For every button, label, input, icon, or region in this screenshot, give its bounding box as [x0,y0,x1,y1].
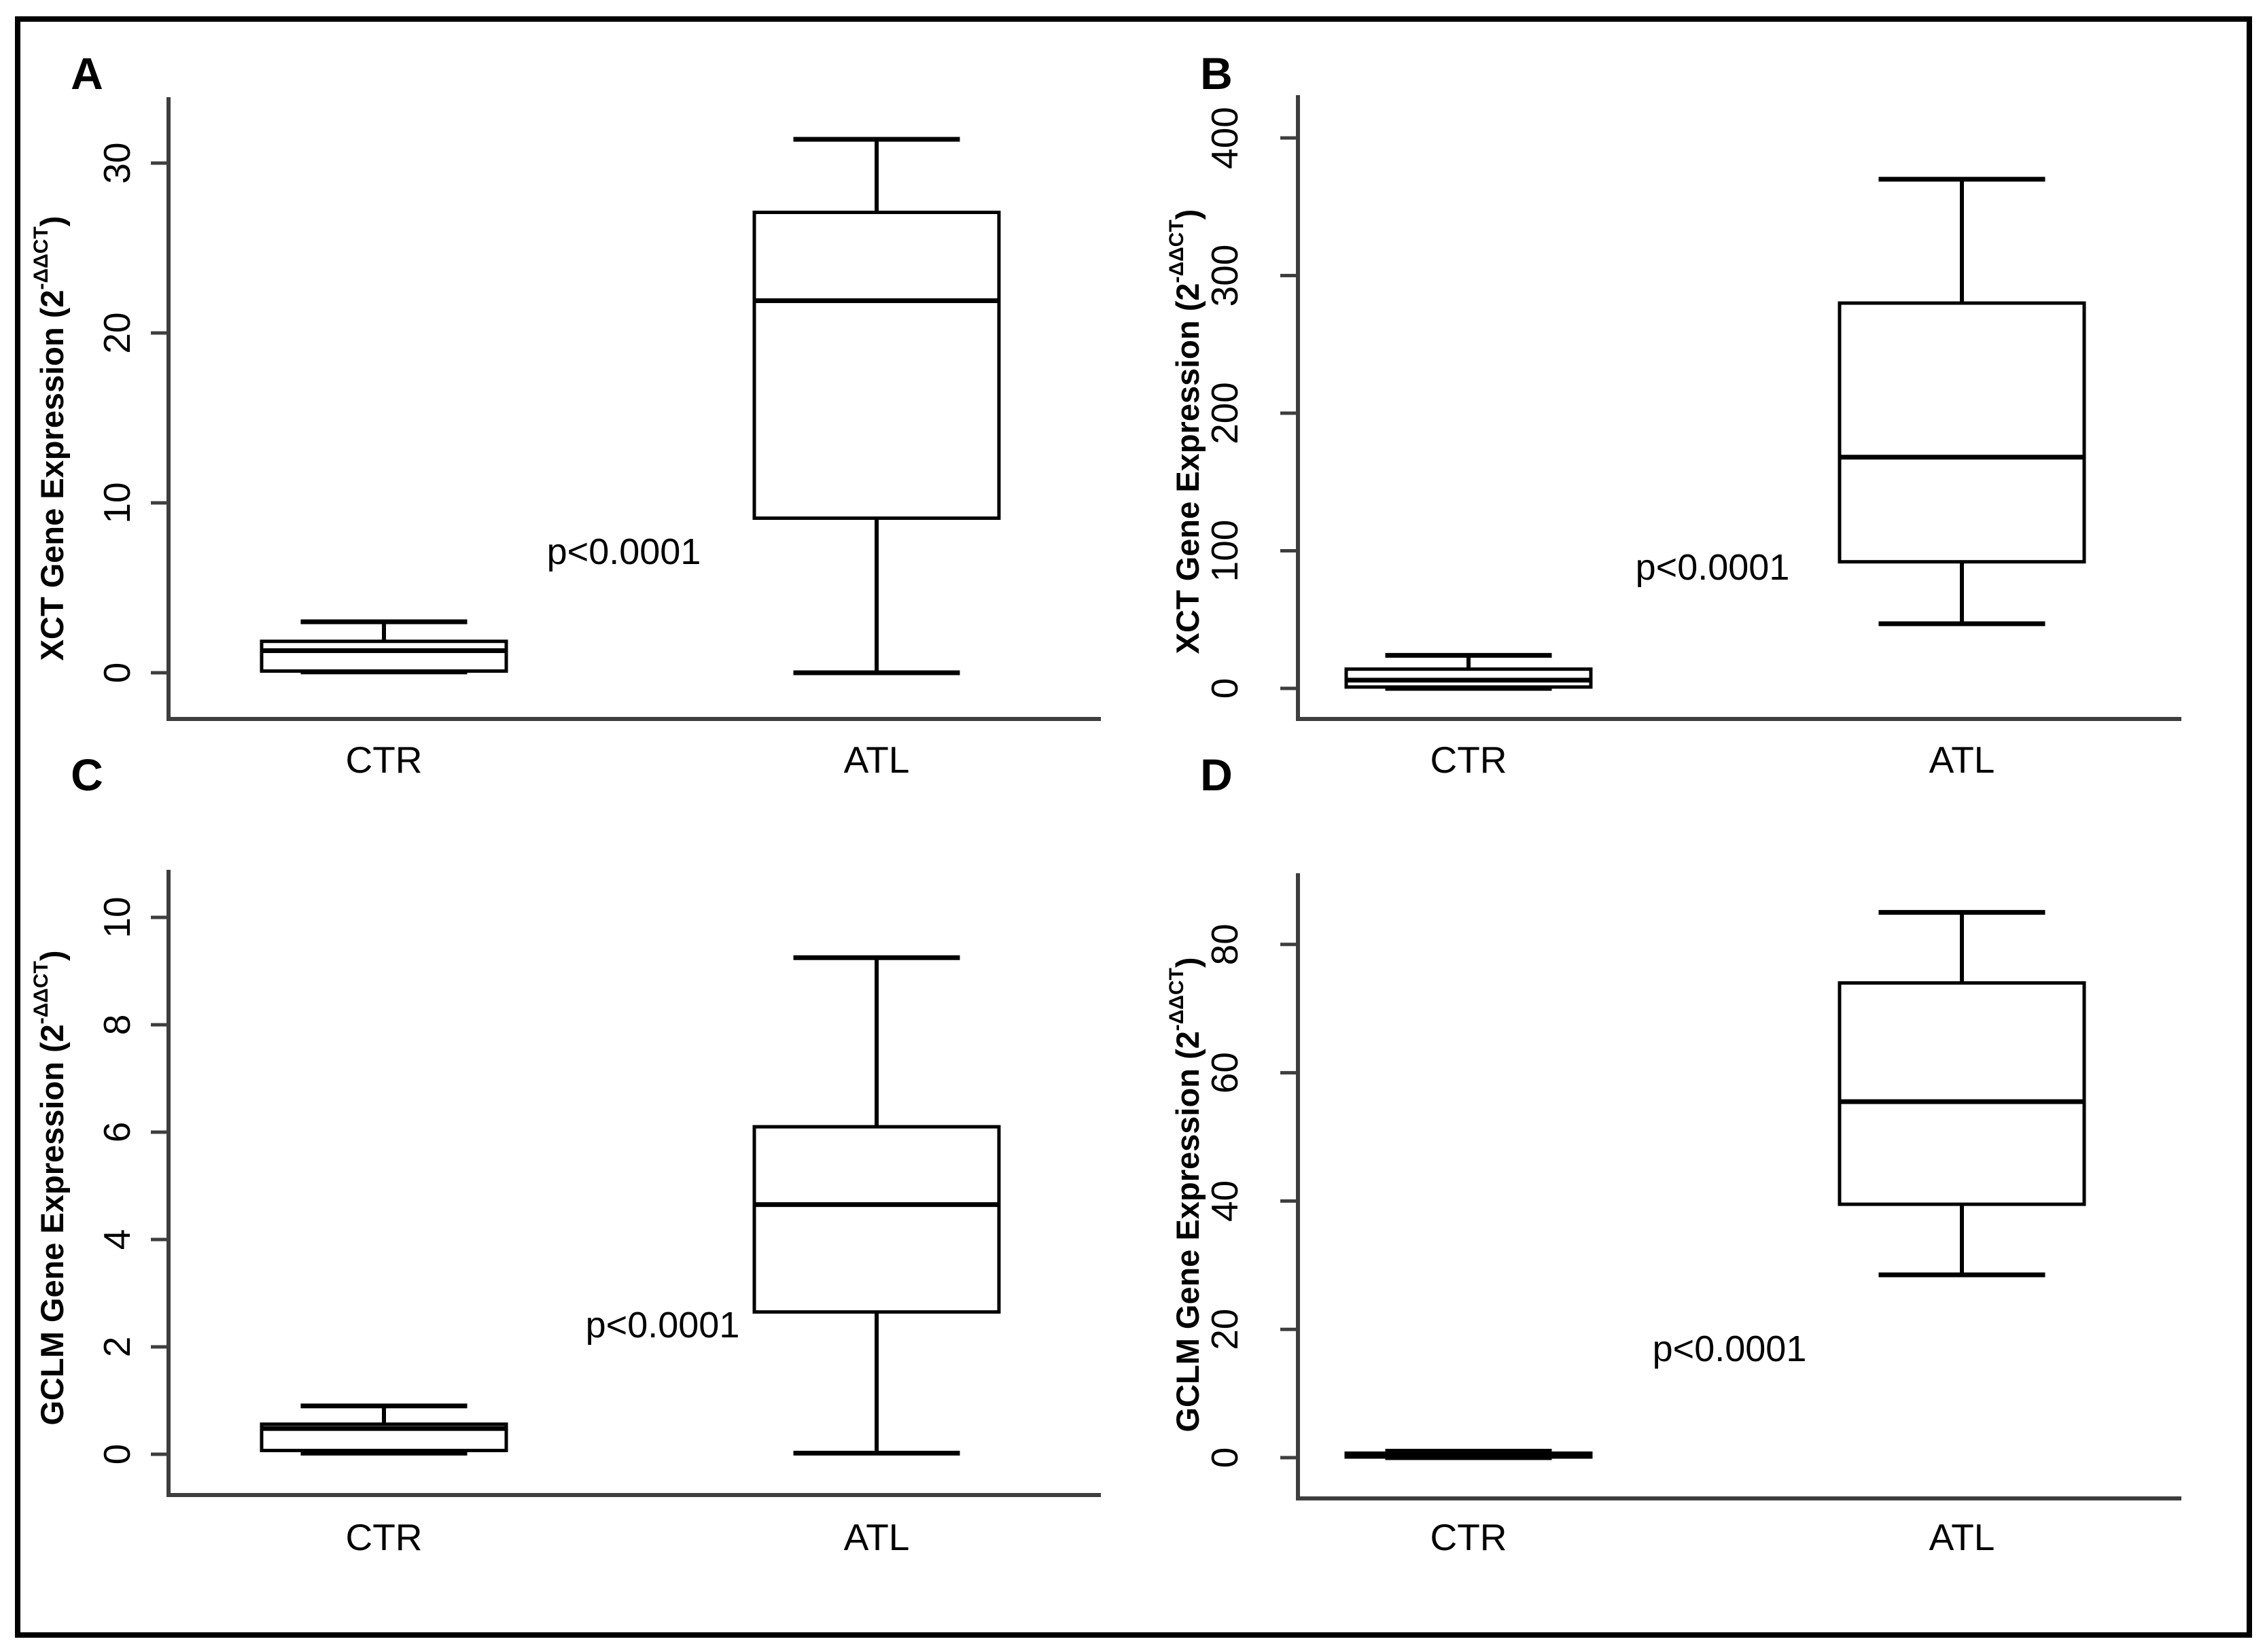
panel-letter: B [1200,48,1233,99]
y-axis-title-close: ) [1170,209,1206,220]
iqr-box [260,639,508,673]
y-axis-title-superscript: -ΔΔCT [30,226,52,289]
y-tick-label: 0 [1203,1447,1246,1469]
boxplot-atl [1838,910,2086,1278]
p-value-label: p<0.0001 [1636,547,1790,588]
y-tick-label: 80 [1203,924,1246,965]
y-tick-label: 10 [96,896,138,938]
y-axis-title-close: ) [34,950,70,961]
boxplot-atl [1838,177,2086,627]
boxplot-ctr [260,619,508,675]
y-axis-title: GCLM Gene Expression (2-ΔΔCT) [1165,957,1206,1432]
p-value-label: p<0.0001 [547,531,701,572]
iqr-box [752,211,1001,520]
iqr-box [1838,981,2086,1206]
y-tick-label: 0 [96,1444,138,1465]
y-axis-title-main: XCT Gene Expression (2 [34,289,70,661]
x-category-label: CTR [345,739,422,781]
boxplot-ctr [260,1403,508,1456]
y-axis-title: XCT Gene Expression (2-ΔΔCT) [1165,209,1206,654]
x-category-label: ATL [844,739,910,781]
y-tick-label: 30 [96,142,138,183]
y-axis-title-main: GCLM Gene Expression (2 [1170,1031,1206,1432]
panel-a: A 0 10 20 30 XCT Gene Expression (2-ΔΔCT) CTR A… [30,48,1101,781]
y-tick-label: 20 [1203,1309,1246,1350]
y-axis-title-superscript: -ΔΔCT [1165,219,1188,283]
x-category-label: ATL [1929,739,1995,781]
panel-letter: A [71,48,103,99]
y-tick-label: 100 [1203,520,1246,582]
y-tick-label: 4 [96,1229,138,1250]
y-tick-label: 60 [1203,1052,1246,1093]
panel-b: B 0 100 200 300 400 XCT Gene Expression (2-ΔΔC… [1165,48,2181,781]
y-axis-title-close: ) [1170,957,1206,968]
boxplot-atl [752,137,1001,675]
panel-c: C 0 2 4 6 8 10 GCLM Gene Expression (2-ΔΔCT) CTR… [30,750,1101,1558]
y-tick-label: 20 [96,312,138,353]
y-tick-label: 0 [96,663,138,684]
y-tick-label: 10 [96,482,138,523]
p-value-label: p<0.0001 [586,1305,740,1346]
y-tick-label: 400 [1203,107,1246,169]
y-tick-label: 300 [1203,245,1246,307]
y-tick-label: 200 [1203,382,1246,444]
x-category-label: CTR [1430,739,1507,781]
boxplot-ctr [1344,1449,1593,1460]
y-tick-label: 2 [96,1337,138,1358]
y-axis-title-main: XCT Gene Expression (2 [1170,283,1206,654]
x-category-label: CTR [345,1516,422,1558]
y-axis-title-superscript: -ΔΔCT [30,961,52,1024]
y-tick-label: 6 [96,1122,138,1143]
y-axis-title: GCLM Gene Expression (2-ΔΔCT) [30,950,70,1425]
y-axis-title-close: ) [34,216,70,227]
boxplot-ctr [1344,652,1593,691]
panel-letter: C [71,750,103,800]
y-tick-label: 40 [1203,1180,1246,1222]
y-axis-title-superscript: -ΔΔCT [1165,968,1188,1031]
boxplot-atl [752,955,1001,1456]
iqr-box [1838,301,2086,564]
figure-border [15,16,2252,1638]
x-category-label: ATL [1929,1516,1995,1558]
x-category-label: ATL [844,1516,910,1558]
iqr-box [752,1125,1001,1314]
panel-letter: D [1200,750,1233,800]
y-axis-title-main: GCLM Gene Expression (2 [34,1024,70,1425]
y-tick-label: 0 [1203,678,1246,699]
p-value-label: p<0.0001 [1653,1329,1807,1369]
x-category-label: CTR [1430,1516,1507,1558]
y-tick-label: 8 [96,1015,138,1036]
y-axis-title: XCT Gene Expression (2-ΔΔCT) [30,216,70,661]
